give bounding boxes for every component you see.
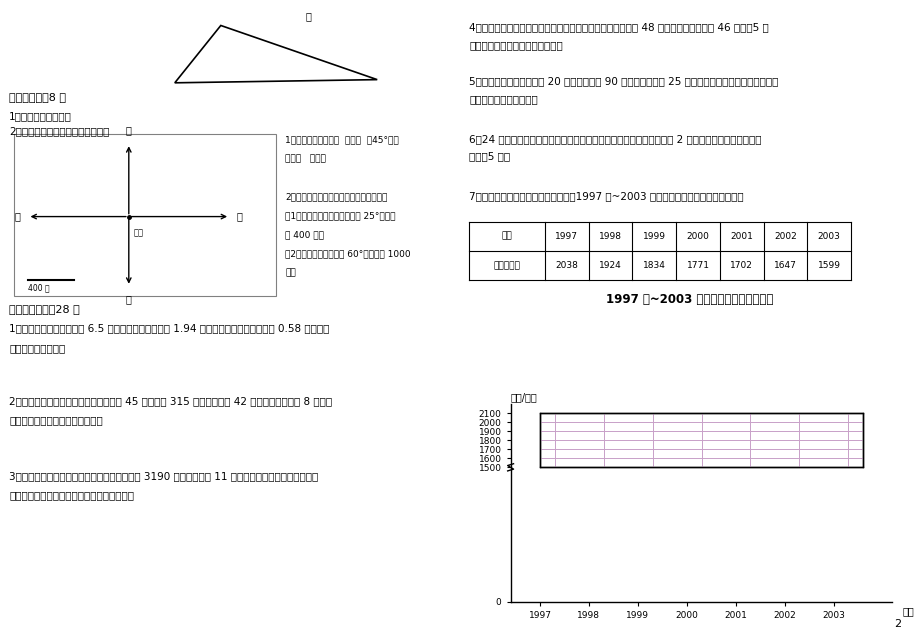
Text: 七、画一画。8 分: 七、画一画。8 分 <box>9 92 66 103</box>
Text: 西: 西 <box>15 211 21 222</box>
Text: 南: 南 <box>126 294 131 304</box>
Text: 1702: 1702 <box>730 261 753 270</box>
Text: 7、计划生育是我国的一项基本国策，1997 年~2003 年全国出生人口统计如下表所示：: 7、计划生育是我国的一项基本国策，1997 年~2003 年全国出生人口统计如下… <box>469 191 743 201</box>
Text: 米？（5 分）: 米？（5 分） <box>469 152 510 162</box>
Text: 学校: 学校 <box>133 228 143 237</box>
Text: 1997: 1997 <box>555 232 578 241</box>
Text: 1、一个修路队三天共修路 6.5 千米，已知第一天修了 1.94 千米，第二天比第一天多修 0.58 千米，第: 1、一个修路队三天共修路 6.5 千米，已知第一天修了 1.94 千米，第二天比… <box>9 324 329 334</box>
Text: （1）公共汽车站在学校北偏东 25°，距离: （1）公共汽车站在学校北偏东 25°，距离 <box>285 211 395 220</box>
Text: 底: 底 <box>305 11 311 21</box>
Text: 米。: 米。 <box>285 269 296 278</box>
Text: 2001: 2001 <box>730 232 753 241</box>
Text: 1599: 1599 <box>817 261 840 270</box>
Text: 400 米: 400 米 <box>28 283 50 292</box>
Text: 1999: 1999 <box>642 232 665 241</box>
Text: 2: 2 <box>893 619 901 629</box>
Text: 6、24 个同学在操场上围成一个圆圈做游戏，每相邻两名同学之间都是 2 米，这个圆圈的周长是多少: 6、24 个同学在操场上围成一个圆圈做游戏，每相邻两名同学之间都是 2 米，这个… <box>469 134 761 144</box>
Text: 2、在图中标出公共汽车站和邮局的位置。: 2、在图中标出公共汽车站和邮局的位置。 <box>285 192 387 201</box>
Text: 2038: 2038 <box>555 261 578 270</box>
Text: 5、粮店运进大米、面粉各 20 袋，每袋大米 90 千克，每袋面粉 25 千克，运进的大米比面粉多多少千: 5、粮店运进大米、面粉各 20 袋，每袋大米 90 千克，每袋面粉 25 千克，… <box>469 76 777 87</box>
Text: 约 400 米；: 约 400 米； <box>285 231 323 240</box>
Text: 时相遇，东西两站相距多少千米？: 时相遇，东西两站相距多少千米？ <box>469 40 562 50</box>
Text: 1、画出底边上的高。: 1、画出底边上的高。 <box>9 111 72 121</box>
Text: 1、电影院在学校的（  ）偏（  ）45°，距: 1、电影院在学校的（ ）偏（ ）45°，距 <box>285 135 399 144</box>
Text: 3、某校办工厂去年底计划平均每月生产文具盒 3190 个，实际生产 11 个月就完成了全年的计划任务，: 3、某校办工厂去年底计划平均每月生产文具盒 3190 个，实际生产 11 个月就… <box>9 471 318 482</box>
Text: 2000: 2000 <box>686 232 709 241</box>
Text: 一车间比第二车间少植树多少棵？: 一车间比第二车间少植树多少棵？ <box>9 415 103 426</box>
Text: 2003: 2003 <box>817 232 840 241</box>
Text: 出生人口数: 出生人口数 <box>494 261 520 270</box>
Text: 2、某工厂积极开展植树活动，第一车间 45 人共植树 315 棵，第二车间 42 人，平均每人植树 8 棵，第: 2、某工厂积极开展植树活动，第一车间 45 人共植树 315 棵，第二车间 42… <box>9 396 332 406</box>
Text: 2002: 2002 <box>773 232 796 241</box>
Text: 1647: 1647 <box>773 261 796 270</box>
Text: 离约（   ）米；: 离约（ ）米； <box>285 154 325 163</box>
Text: 1997 年~2003 年全国出生人口统计图。: 1997 年~2003 年全国出生人口统计图。 <box>606 293 773 306</box>
Text: 1834: 1834 <box>642 261 665 270</box>
Text: 克？（用两种方法解答）: 克？（用两种方法解答） <box>469 94 538 104</box>
Text: 东: 东 <box>237 211 243 222</box>
Text: 年份: 年份 <box>501 232 512 241</box>
Text: 4、甲、乙两辆汽车同时从东西两站相对开出，甲车每小时行 48 千米，乙车每小时行 46 千米。5 小: 4、甲、乙两辆汽车同时从东西两站相对开出，甲车每小时行 48 千米，乙车每小时行… <box>469 22 768 32</box>
Text: 三天修了多少千米？: 三天修了多少千米？ <box>9 343 65 353</box>
Text: 1771: 1771 <box>686 261 709 270</box>
Text: 1924: 1924 <box>598 261 621 270</box>
Bar <box>539 413 862 468</box>
Text: 实际比原计划平均每月多生产多少个文具盒？: 实际比原计划平均每月多生产多少个文具盒？ <box>9 490 134 501</box>
Text: （2）邮局在学校南偏东 60°，距离约 1000: （2）邮局在学校南偏东 60°，距离约 1000 <box>285 250 411 259</box>
Text: 年份: 年份 <box>902 606 913 617</box>
Text: 1998: 1998 <box>598 232 621 241</box>
Text: 人数/万人: 人数/万人 <box>510 392 537 402</box>
Text: 北: 北 <box>126 125 131 135</box>
Text: 八、解决问题。28 分: 八、解决问题。28 分 <box>9 304 80 315</box>
Text: 2、看图回答问题，并按要求画图。: 2、看图回答问题，并按要求画图。 <box>9 126 109 136</box>
Bar <box>14 134 276 296</box>
